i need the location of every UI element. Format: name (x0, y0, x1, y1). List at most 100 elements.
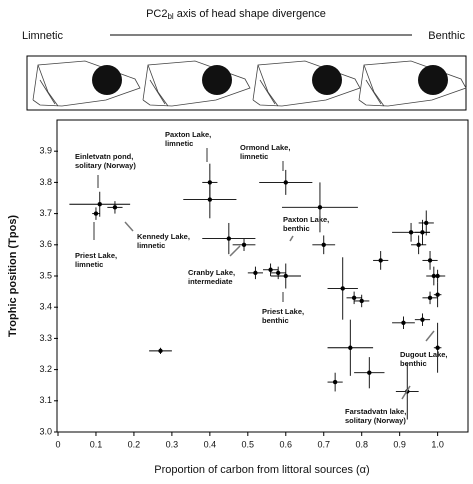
fish-gill (37, 64, 59, 107)
annotation: benthic (262, 316, 289, 325)
fish-panel (26, 55, 467, 111)
annotation: limnetic (240, 152, 268, 161)
leader-line (401, 385, 411, 400)
annotation: Kennedy Lake, (137, 232, 190, 241)
annotation: Farstadvatn lake, (345, 407, 406, 416)
x-tick-label: 0.9 (393, 439, 406, 449)
header-sub: bl (167, 12, 173, 21)
annotation: Dugout Lake, (400, 350, 448, 359)
x-tick-label: 0.2 (128, 439, 141, 449)
header-main: PC2 (146, 8, 167, 20)
annotation: Paxton Lake, (165, 130, 211, 139)
fish-eye (202, 65, 232, 95)
annotation: Cranby Lake, (188, 268, 235, 277)
point (283, 180, 288, 185)
y-tick-label: 3.5 (39, 270, 52, 280)
y-axis-label: Trophic position (Tpos) (7, 215, 19, 338)
annotation: limnetic (75, 260, 103, 269)
fish-eye (312, 65, 342, 95)
y-tick-label: 3.2 (39, 364, 52, 374)
fish-eye (418, 65, 448, 95)
leader-line (425, 330, 435, 342)
point (435, 273, 440, 279)
annotation: solitary (Norway) (75, 161, 136, 170)
y-tick-label: 3.8 (39, 177, 52, 187)
y-tick-label: 3.4 (39, 302, 52, 312)
x-tick-label: 0.3 (166, 439, 179, 449)
leader-line (289, 235, 294, 242)
point (93, 211, 99, 216)
point (435, 345, 440, 350)
point (317, 205, 323, 210)
fish-head (358, 60, 467, 107)
point (241, 242, 247, 247)
header-axis-label: PC2bl axis of head shape divergence (146, 8, 326, 21)
y-tick-label: 3.0 (39, 426, 52, 436)
point (408, 230, 414, 235)
header-rest: axis of head shape divergence (177, 8, 326, 20)
point (427, 258, 433, 263)
fish-gill (149, 79, 166, 105)
point (340, 286, 345, 291)
fish-gill (147, 64, 169, 107)
y-tick-label: 3.6 (39, 239, 52, 249)
point (348, 345, 353, 350)
point (359, 298, 364, 304)
point (275, 270, 281, 276)
x-tick-label: 0.5 (242, 439, 255, 449)
y-tick-label: 3.1 (39, 395, 52, 405)
point (112, 205, 118, 210)
fish-outline (358, 60, 467, 107)
y-tick-label: 3.3 (39, 333, 52, 343)
annotation: solitary (Norway) (345, 416, 406, 425)
point (427, 295, 433, 301)
point (253, 270, 258, 276)
fish-outline (252, 60, 361, 107)
x-tick-label: 0 (55, 439, 60, 449)
fish-head (252, 60, 361, 107)
fish-gill (363, 64, 385, 107)
x-tick-label: 0.7 (317, 439, 330, 449)
point (268, 267, 273, 272)
point (424, 220, 429, 226)
annotation: Einletvatn pond, (75, 152, 133, 161)
x-tick-label: 0.4 (204, 439, 217, 449)
point (435, 292, 440, 297)
point (351, 295, 357, 301)
annotation: Ormond Lake, (240, 143, 290, 152)
annotation: limnetic (137, 241, 165, 250)
point (97, 202, 102, 207)
annotation: limnetic (165, 139, 193, 148)
y-tick-label: 3.9 (39, 146, 52, 156)
fish-outline (142, 60, 251, 107)
limnetic-label: Limnetic (22, 30, 63, 42)
y-tick-label: 3.7 (39, 208, 52, 218)
point (226, 236, 232, 241)
fish-gill (257, 64, 279, 107)
point (416, 242, 421, 247)
point (158, 348, 163, 354)
annotation: Paxton Lake, (283, 215, 329, 224)
annotation: Priest Lake, (75, 251, 117, 260)
annotation: Priest Lake, (262, 307, 304, 316)
x-axis-label: Proportion of carbon from littoral sourc… (154, 464, 369, 476)
point (367, 370, 372, 375)
point (420, 230, 425, 235)
point (321, 242, 326, 247)
annotation: intermediate (188, 277, 233, 286)
point (420, 317, 425, 322)
fish-outline (32, 60, 141, 107)
point (332, 379, 338, 385)
leader-line (229, 245, 241, 257)
point (283, 273, 288, 279)
point (401, 320, 406, 325)
fish-gill (39, 79, 56, 105)
point (207, 197, 213, 202)
x-tick-label: 0.1 (90, 439, 103, 449)
fish-eye (92, 65, 122, 95)
fish-head (32, 60, 141, 107)
annotation: benthic (400, 359, 427, 368)
leader-line (124, 221, 134, 232)
x-tick-label: 0.8 (355, 439, 368, 449)
